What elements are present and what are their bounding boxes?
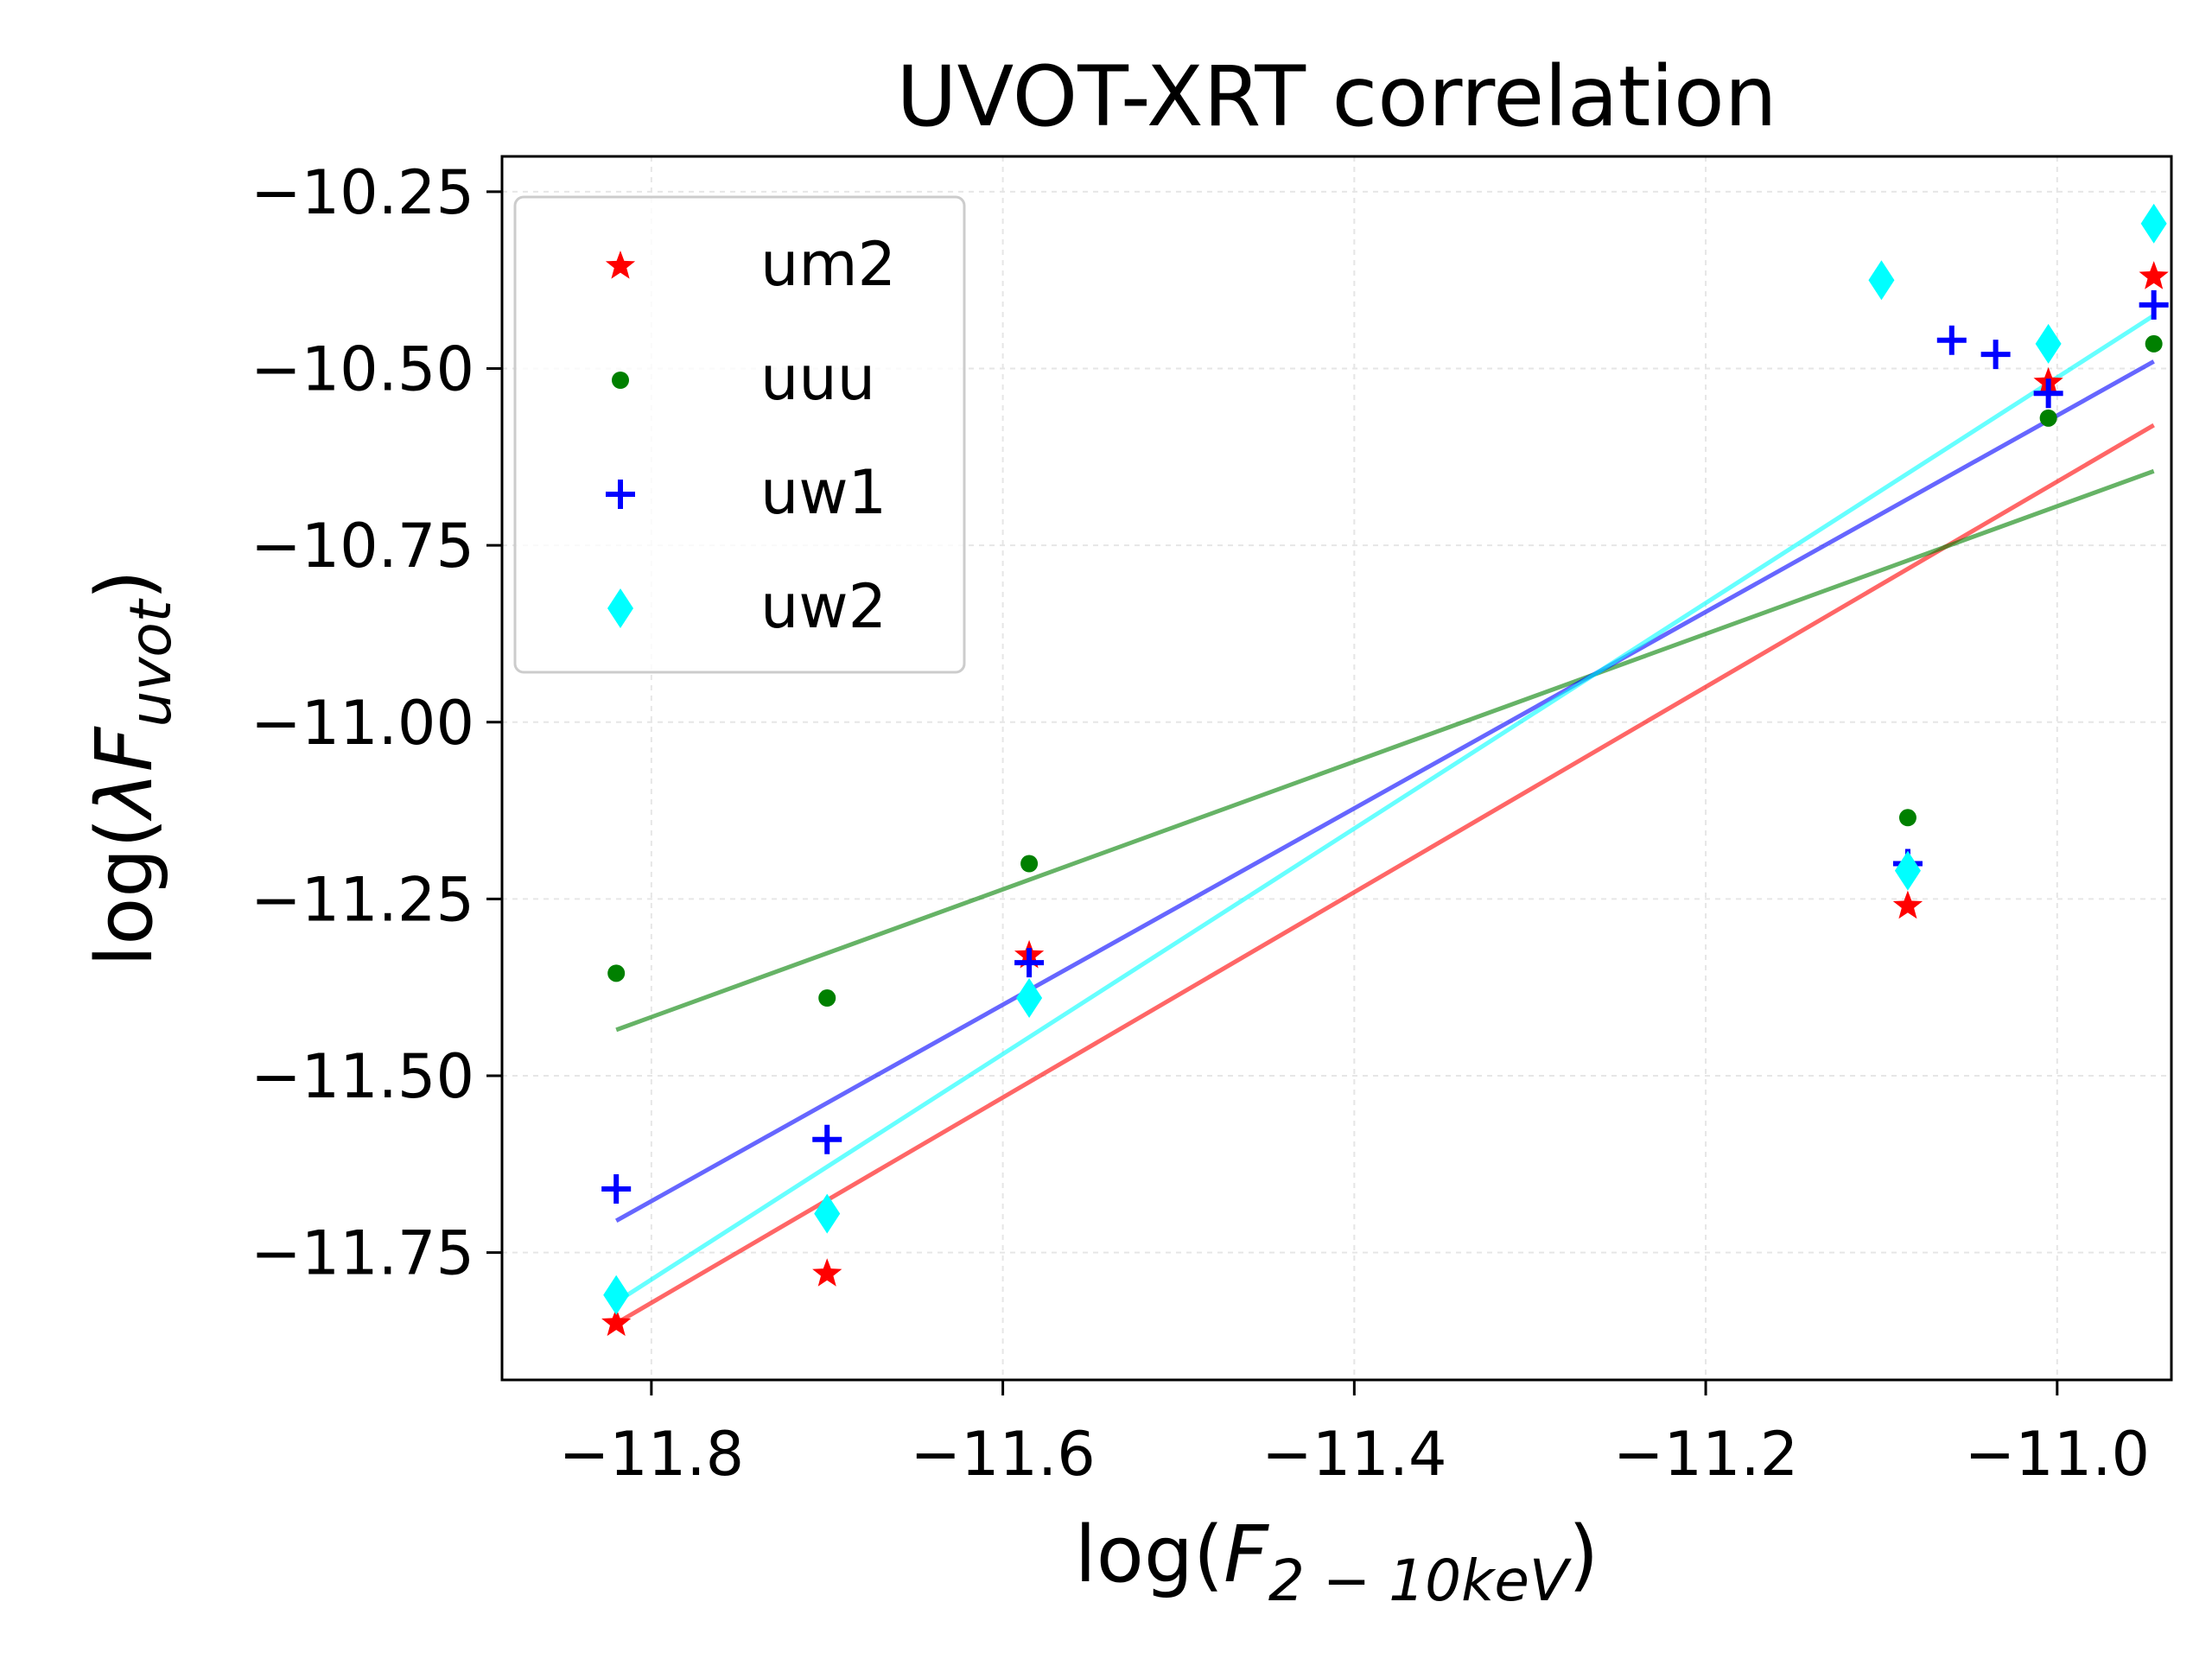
legend-label-um2: um2: [760, 229, 896, 300]
legend-marker-um2: [605, 251, 636, 279]
axes-frame: [500, 155, 2173, 1382]
legend: um2 uuu uw1 uw2: [513, 195, 966, 674]
y-tick-label: −11.75: [251, 1218, 474, 1289]
y-axis-title-var: λF: [79, 726, 170, 821]
y-tick-label: −11.50: [251, 1041, 474, 1112]
fit-line-uuu: [615, 468, 2155, 1033]
x-axis-title: log(F2 − 10keV): [1075, 1510, 1599, 1614]
point-uuu: [1898, 809, 1916, 827]
y-tick-label: −10.50: [251, 334, 474, 405]
y-tick-label: −11.00: [251, 688, 474, 759]
point-um2: [1892, 890, 1923, 919]
y-axis-title-prefix: log(: [79, 818, 170, 967]
y-tick-label: −10.25: [251, 157, 474, 228]
point-uw2: [1894, 850, 1921, 891]
point-um2: [812, 1258, 842, 1287]
legend-label-uw2: uw2: [760, 571, 887, 642]
point-uuu: [607, 964, 626, 982]
point-uw2: [2035, 323, 2062, 364]
x-tick-label: −11.4: [1262, 1419, 1447, 1490]
legend-label-uw1: uw1: [760, 457, 887, 528]
legend-marker-uw1: [606, 480, 635, 509]
fit-line-uw2: [614, 314, 2156, 1305]
y-tick-label: −11.25: [251, 864, 474, 935]
point-um2: [601, 1307, 632, 1337]
axis-ticks: −11.8 −11.6 −11.4 −11.2 −11.0 −10.25 −10.50 −10…: [251, 157, 2150, 1490]
fit-line-um2: [614, 423, 2155, 1325]
point-uw2: [1016, 978, 1043, 1019]
y-axis-title-suffix: ): [79, 569, 170, 600]
point-uw1: [812, 1124, 842, 1154]
point-uw1: [2033, 378, 2063, 409]
point-uw2: [2140, 203, 2167, 244]
point-uw1: [601, 1174, 632, 1205]
data-points: [601, 203, 2169, 1337]
legend-marker-uw2: [607, 588, 633, 628]
y-axis-title-sub: uvot: [118, 598, 184, 727]
x-axis-title-suffix: ): [1568, 1510, 1599, 1600]
y-axis-title: log(λFuvot): [79, 569, 184, 967]
chart-title: UVOT-XRT correlation: [896, 48, 1777, 145]
point-uw1: [1980, 340, 2011, 370]
point-uw2: [1868, 260, 1895, 301]
fit-line-uw1: [614, 359, 2155, 1224]
grid-lines: [502, 156, 2171, 1380]
x-tick-label: −11.2: [1613, 1419, 1799, 1490]
point-uw2: [603, 1274, 630, 1315]
x-tick-label: −11.6: [910, 1419, 1096, 1490]
point-um2: [2139, 261, 2169, 289]
point-uw1: [1936, 325, 1967, 355]
x-axis-title-sub: 2 − 10keV: [1268, 1548, 1572, 1614]
point-uw1: [1014, 948, 1045, 978]
point-uw2: [814, 1193, 841, 1234]
x-tick-label: −11.8: [559, 1419, 745, 1490]
y-tick-label: −10.75: [251, 511, 474, 582]
x-axis-title-prefix: log(: [1075, 1510, 1224, 1600]
point-uuu: [2039, 409, 2057, 427]
x-axis-title-var: F: [1224, 1510, 1269, 1600]
point-uuu: [2145, 334, 2163, 353]
legend-markers: [605, 251, 636, 628]
legend-label-uuu: uuu: [760, 343, 875, 414]
legend-marker-uuu: [612, 372, 629, 389]
x-tick-label: −11.0: [1965, 1419, 2151, 1490]
point-uuu: [1020, 855, 1039, 873]
legend-box: [513, 195, 966, 674]
point-uuu: [818, 989, 836, 1007]
point-uw1: [2139, 289, 2169, 320]
fit-lines: [614, 314, 2156, 1325]
